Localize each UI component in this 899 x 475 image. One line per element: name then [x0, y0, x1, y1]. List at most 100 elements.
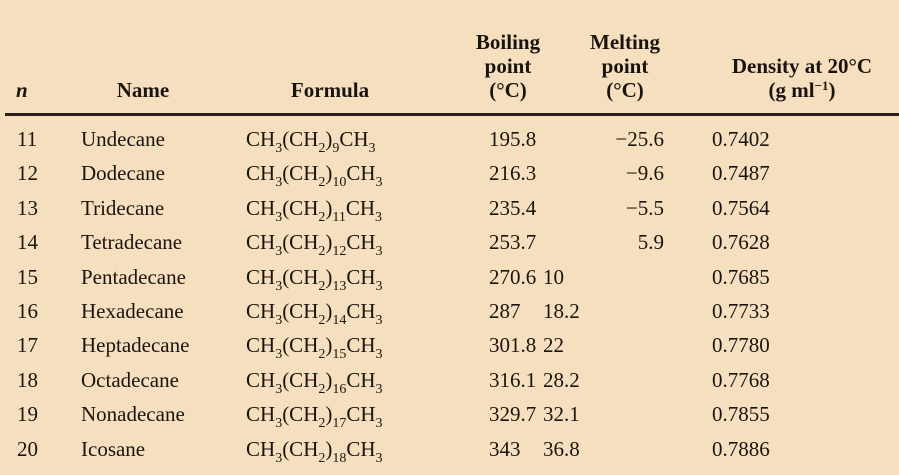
- formula-open-ch: (CH: [282, 127, 319, 151]
- formula-sub: 3: [275, 209, 283, 225]
- formula-close-paren: ): [325, 436, 333, 461]
- formula-sub: 3: [375, 416, 383, 432]
- cell-formula: CH3(CH2)18CH3: [246, 434, 383, 466]
- cell-formula: CH3(CH2)12CH3: [246, 227, 383, 260]
- formula-sub: 3: [368, 141, 376, 156]
- formula-sub: 2: [318, 416, 326, 432]
- header-bp-line2: point: [484, 54, 532, 78]
- formula-repeat-count: 9: [332, 141, 340, 156]
- formula-close-paren: ): [325, 161, 333, 186]
- formula-ch: CH: [246, 161, 276, 186]
- formula-ch: CH: [246, 195, 276, 220]
- header-bp-line3: (°C): [489, 78, 527, 102]
- formula-close-paren: ): [325, 264, 333, 289]
- cell-boiling-point: 287: [489, 298, 521, 323]
- formula-open-ch: (CH: [282, 195, 319, 220]
- cell-formula: CH3(CH2)14CH3: [246, 296, 383, 328]
- formula-ch: CH: [246, 333, 276, 358]
- cell-boiling-point: 216.3: [489, 161, 537, 186]
- header-name: Name: [108, 78, 178, 102]
- formula-close-paren: ): [325, 195, 333, 220]
- header-density: Density at 20°C (g ml−1): [712, 54, 892, 102]
- formula-open-ch: (CH: [282, 402, 319, 427]
- table-row: 18 Octadecane CH3(CH2)16CH3 316.1 28.2 0…: [0, 365, 899, 399]
- cell-formula: CH3(CH2)11CH3: [246, 193, 383, 225]
- formula-open-ch: (CH: [282, 333, 319, 358]
- formula-sub: 3: [275, 312, 283, 328]
- formula-sub: 2: [318, 347, 326, 363]
- cell-n: 17: [17, 333, 38, 358]
- table-row: 17 Heptadecane CH3(CH2)15CH3 301.8 22 0.…: [0, 330, 899, 364]
- formula-ch: CH: [246, 298, 276, 323]
- formula-open-ch: (CH: [282, 436, 319, 461]
- formula-ch: CH: [346, 402, 376, 427]
- header-mp-line2: point: [601, 54, 649, 78]
- formula-ch: CH: [346, 264, 376, 289]
- cell-name: Heptadecane: [81, 333, 190, 358]
- formula-sub: 2: [318, 141, 326, 156]
- formula-sub: 3: [275, 416, 283, 432]
- formula-sub: 2: [318, 209, 326, 225]
- cell-density: 0.7780: [712, 333, 770, 358]
- formula-sub: 3: [375, 175, 383, 191]
- formula-sub: 3: [375, 244, 383, 260]
- cell-n: 18: [17, 367, 38, 392]
- formula-ch: CH: [246, 230, 276, 255]
- cell-density: 0.7768: [712, 367, 770, 392]
- cell-formula: CH3(CH2)15CH3: [246, 330, 383, 363]
- formula-sub: 3: [375, 347, 383, 363]
- cell-melting-point: 32.1: [543, 402, 580, 427]
- cell-melting-point: −5.5: [625, 195, 664, 220]
- formula-sub: 3: [275, 141, 283, 156]
- header-formula-label: Formula: [290, 78, 370, 102]
- cell-density: 0.7487: [712, 161, 770, 186]
- table-row: 14 Tetradecane CH3(CH2)12CH3 253.7 5.9 0…: [0, 227, 899, 261]
- cell-density: 0.7628: [712, 230, 770, 255]
- header-boiling-point: Boiling point (°C): [463, 30, 553, 102]
- formula-sub: 3: [375, 450, 383, 466]
- cell-n: 15: [17, 264, 38, 289]
- cell-n: 14: [17, 230, 38, 255]
- cell-density: 0.7402: [712, 127, 770, 151]
- table-row: 16 Hexadecane CH3(CH2)14CH3 287 18.2 0.7…: [0, 296, 899, 330]
- formula-repeat-count: 10: [332, 175, 347, 191]
- cell-name: Dodecane: [81, 161, 165, 186]
- header-mp-line1: Melting: [590, 30, 660, 54]
- cell-melting-point: 5.9: [637, 230, 664, 255]
- cell-name: Pentadecane: [81, 264, 186, 289]
- cell-boiling-point: 301.8: [489, 333, 537, 358]
- formula-ch: CH: [246, 402, 276, 427]
- formula-repeat-count: 16: [332, 381, 347, 397]
- cell-density: 0.7855: [712, 402, 770, 427]
- formula-sub: 2: [318, 175, 326, 191]
- formula-ch: CH: [346, 333, 376, 358]
- cell-melting-point: 18.2: [543, 298, 580, 323]
- formula-sub: 2: [318, 450, 326, 466]
- formula-ch: CH: [346, 298, 376, 323]
- table-body: 11 Undecane CH3(CH2)9CH3 195.8 −25.6 0.7…: [0, 124, 899, 468]
- formula-repeat-count: 12: [332, 244, 347, 260]
- formula-ch: CH: [246, 264, 276, 289]
- formula-ch: CH: [339, 127, 369, 151]
- cell-density: 0.7886: [712, 436, 770, 461]
- table-header: n Name Formula Boiling point (°C) Meltin…: [0, 0, 899, 112]
- formula-sub: 3: [275, 347, 283, 363]
- cell-boiling-point: 270.6: [489, 264, 537, 289]
- formula-open-ch: (CH: [282, 264, 319, 289]
- cell-name: Hexadecane: [81, 298, 184, 323]
- formula-ch: CH: [346, 436, 376, 461]
- cell-density: 0.7685: [712, 264, 770, 289]
- cell-melting-point: −9.6: [625, 161, 664, 186]
- formula-repeat-count: 11: [332, 209, 346, 225]
- formula-open-ch: (CH: [282, 298, 319, 323]
- formula-sub: 3: [375, 312, 383, 328]
- formula-sub: 3: [275, 381, 283, 397]
- header-n-label: n: [16, 78, 28, 102]
- cell-formula: CH3(CH2)9CH3: [246, 124, 376, 156]
- formula-sub: 3: [275, 278, 283, 294]
- formula-sub: 3: [375, 209, 383, 225]
- header-mp-line3: (°C): [606, 78, 644, 102]
- formula-repeat-count: 13: [332, 278, 347, 294]
- cell-name: Octadecane: [81, 367, 179, 392]
- formula-ch: CH: [346, 367, 376, 392]
